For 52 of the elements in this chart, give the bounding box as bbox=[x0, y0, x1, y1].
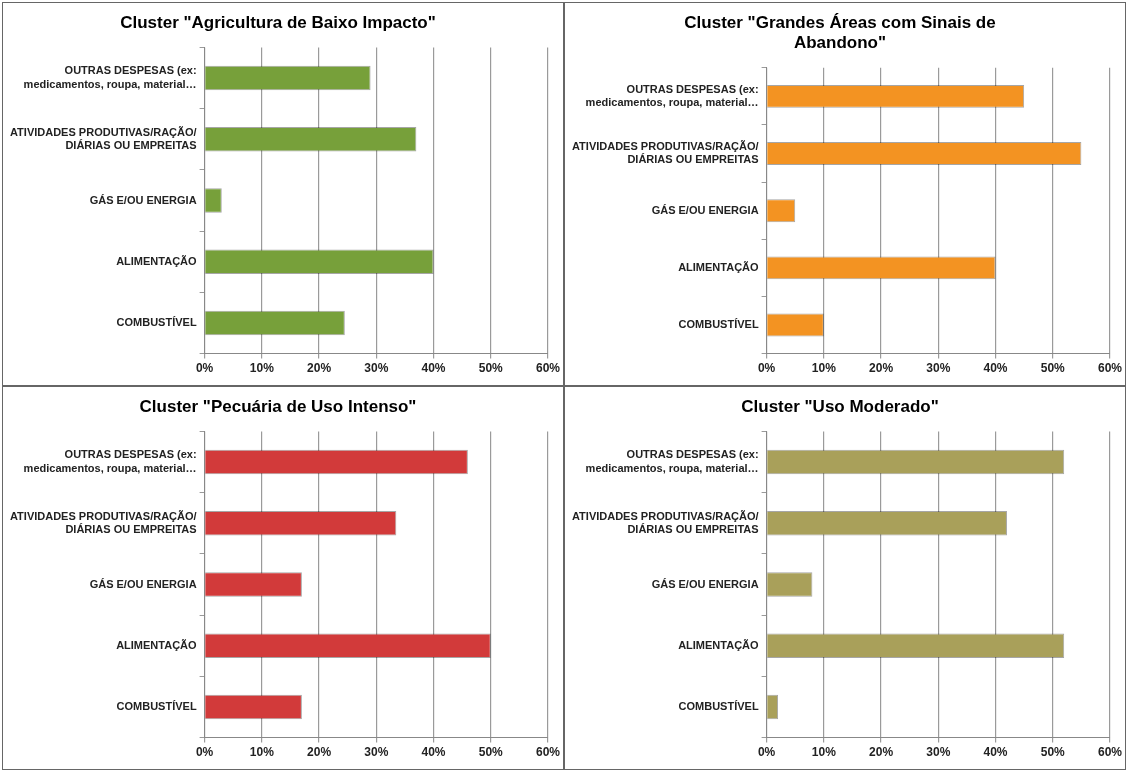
x-tick-label: 50% bbox=[1040, 361, 1066, 376]
x-tick-label: 10% bbox=[811, 745, 837, 760]
chart-title: Cluster "Pecuária de Uso Intenso" bbox=[139, 396, 417, 416]
x-tick-label: 20% bbox=[869, 361, 894, 376]
x-tick-label: 30% bbox=[364, 361, 389, 376]
x-tick-label: 10% bbox=[249, 745, 275, 760]
y-tick-label: ALIMENTAÇÃO bbox=[678, 638, 760, 651]
y-tick-label: COMBUSTÍVEL bbox=[678, 318, 759, 331]
x-tick-label: 50% bbox=[1040, 745, 1066, 760]
y-tick-label: ATIVIDADES PRODUTIVAS/RAÇÃO/ DIÁRIAS OU EMPREITAS bbox=[571, 509, 759, 535]
x-tick-label: 40% bbox=[421, 361, 446, 376]
y-tick-label: GÁS E/OU ENERGIA bbox=[89, 577, 197, 590]
y-tick-label: OUTRAS DESPESAS (ex: medicamentos, roupa, material… bbox=[585, 82, 759, 109]
y-tick-label: GÁS E/OU ENERGIA bbox=[89, 193, 197, 206]
y-tick-label: ALIMENTAÇÃO bbox=[116, 638, 198, 651]
x-tick-label: 30% bbox=[364, 745, 389, 760]
y-tick-label: GÁS E/OU ENERGIA bbox=[651, 577, 759, 590]
chart-title: Cluster "Agricultura de Baixo Impacto" bbox=[120, 12, 436, 32]
x-tick-label: 20% bbox=[307, 361, 332, 376]
y-tick-label: ATIVIDADES PRODUTIVAS/RAÇÃO/ DIÁRIAS OU EMPREITAS bbox=[9, 125, 197, 151]
y-tick-label: ALIMENTAÇÃO bbox=[678, 260, 760, 273]
x-tick-label: 0% bbox=[757, 745, 776, 760]
x-tick-label: 0% bbox=[757, 361, 776, 376]
x-tick-label: 60% bbox=[1097, 361, 1123, 376]
x-tick-label: 50% bbox=[478, 361, 504, 376]
x-tick-label: 60% bbox=[535, 361, 561, 376]
x-tick-label: 30% bbox=[926, 361, 951, 376]
x-tick-label: 40% bbox=[983, 745, 1008, 760]
y-tick-label: OUTRAS DESPESAS (ex: medicamentos, roupa, material… bbox=[23, 64, 197, 90]
y-tick-label: GÁS E/OU ENERGIA bbox=[651, 203, 759, 216]
x-tick-label: 10% bbox=[249, 361, 275, 376]
y-tick-label: COMBUSTÍVEL bbox=[116, 316, 197, 329]
x-tick-label: 60% bbox=[1097, 745, 1123, 760]
x-tick-label: 30% bbox=[926, 745, 951, 760]
y-tick-label: ATIVIDADES PRODUTIVAS/RAÇÃO/ DIÁRIAS OU EMPREITAS bbox=[9, 509, 197, 535]
y-tick-label: OUTRAS DESPESAS (ex: medicamentos, roupa, material… bbox=[585, 448, 759, 474]
x-tick-label: 60% bbox=[535, 745, 561, 760]
chart-title: Cluster "Grandes Áreas com Sinais de Abandono" bbox=[684, 12, 996, 53]
x-tick-label: 20% bbox=[307, 745, 332, 760]
y-tick-label: ALIMENTAÇÃO bbox=[116, 254, 198, 267]
x-tick-label: 0% bbox=[195, 361, 214, 376]
y-tick-label: COMBUSTÍVEL bbox=[678, 700, 759, 713]
x-tick-label: 40% bbox=[983, 361, 1008, 376]
y-tick-label: OUTRAS DESPESAS (ex: medicamentos, roupa, material… bbox=[23, 448, 197, 474]
x-tick-label: 20% bbox=[869, 745, 894, 760]
x-tick-label: 10% bbox=[811, 361, 837, 376]
x-tick-label: 50% bbox=[478, 745, 504, 760]
y-tick-label: COMBUSTÍVEL bbox=[116, 700, 197, 713]
x-tick-label: 0% bbox=[195, 745, 214, 760]
x-tick-label: 40% bbox=[421, 745, 446, 760]
chart-title: Cluster "Uso Moderado" bbox=[741, 396, 939, 416]
y-tick-label: ATIVIDADES PRODUTIVAS/RAÇÃO/ DIÁRIAS OU EMPREITAS bbox=[571, 139, 759, 166]
